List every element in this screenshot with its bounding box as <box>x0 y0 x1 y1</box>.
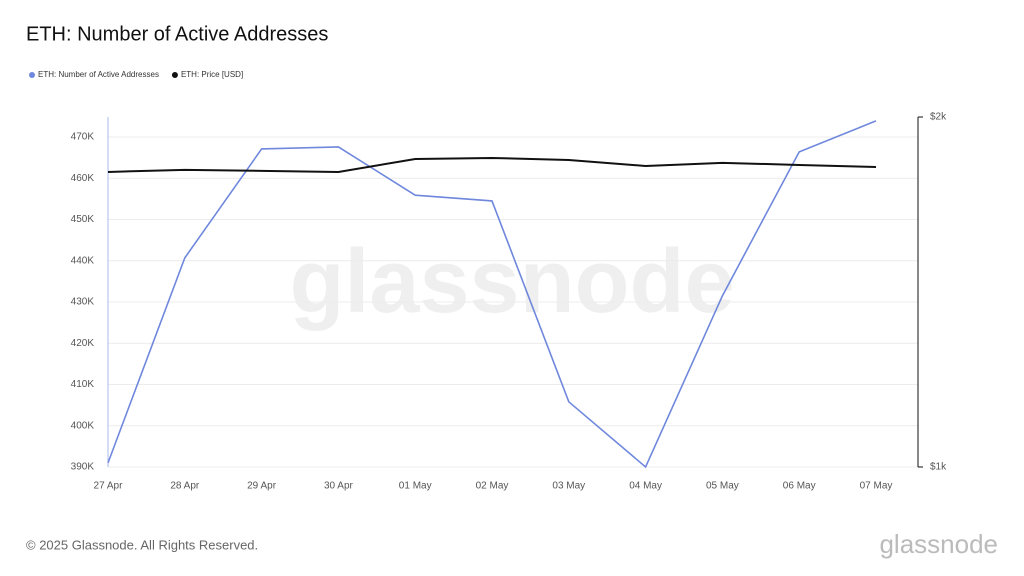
legend-marker <box>29 72 35 78</box>
legend-marker <box>171 72 178 78</box>
line <box>107 120 877 469</box>
watermark: glassnode <box>289 232 734 332</box>
logo: glassnode <box>879 529 998 559</box>
legend-label: ETH: Number of Active Addresses <box>38 70 159 79</box>
x-tick-label: 01 May <box>399 481 432 492</box>
y-tick-label: 470K <box>71 132 95 143</box>
x-tick-label: 27 Apr <box>94 481 124 492</box>
x-tick-label: 30 Apr <box>324 481 354 492</box>
x-tick-label: 03 May <box>552 481 585 492</box>
x-tick-label: 05 May <box>706 481 739 492</box>
x-tick-label: 04 May <box>629 481 662 492</box>
x-tick-label: 02 May <box>476 481 509 492</box>
y2-tick-label: $1k <box>930 462 947 473</box>
x-tick-label: 28 Apr <box>170 481 200 492</box>
x-tick-label: 06 May <box>783 481 816 492</box>
chart-title: ETH: Number of Active Addresses <box>26 23 328 45</box>
y-tick-label: 460K <box>71 173 95 184</box>
footer: © 2025 Glassnode. All Rights Reserved. <box>26 537 258 552</box>
y-tick-label: 390K <box>71 462 95 473</box>
y-tick-label: 410K <box>71 379 95 390</box>
y-tick-label: 450K <box>71 214 95 225</box>
y-tick-label: 400K <box>71 420 95 431</box>
x-tick-label: 07 May <box>860 481 893 492</box>
y-tick-label: 440K <box>71 255 95 266</box>
x-tick-label: 29 Apr <box>247 481 277 492</box>
y-tick-label: 430K <box>71 297 95 308</box>
y2-tick-label: $2k <box>930 112 947 123</box>
line <box>107 156 877 173</box>
legend-label: ETH: Price [USD] <box>181 70 243 79</box>
y-tick-label: 420K <box>71 338 95 349</box>
